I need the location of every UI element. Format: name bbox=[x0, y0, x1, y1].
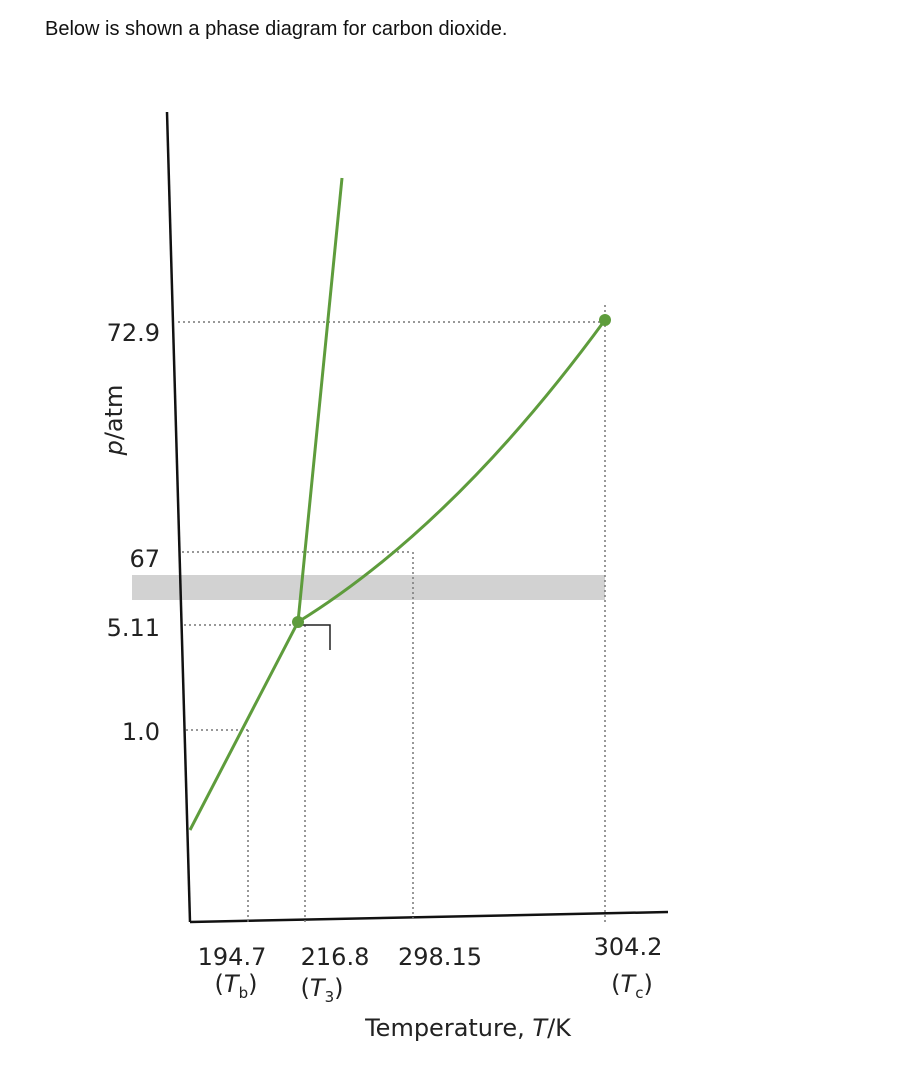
symbol: T bbox=[621, 970, 638, 998]
paren: ) bbox=[248, 970, 257, 998]
symbol: T bbox=[310, 974, 327, 1002]
x-sublabel: (Tb) bbox=[215, 970, 258, 1002]
x-axis-title: Temperature, T/K bbox=[364, 1014, 572, 1042]
y-axis-title: p/atm bbox=[100, 385, 128, 457]
paren: ) bbox=[334, 974, 343, 1002]
triple-point bbox=[292, 616, 304, 628]
sublimation-curve bbox=[188, 621, 300, 831]
y-unit: /atm bbox=[100, 385, 128, 441]
y-label: 5.11 bbox=[107, 614, 160, 642]
y-axis bbox=[165, 111, 192, 923]
paren: ( bbox=[215, 970, 224, 998]
y-label: 67 bbox=[129, 545, 160, 573]
intro-text: Below is shown a phase diagram for carbo… bbox=[45, 18, 508, 40]
bracket bbox=[300, 624, 331, 650]
y-symbol: p bbox=[100, 440, 128, 456]
symbol: T bbox=[224, 970, 241, 998]
y-label: 72.9 bbox=[107, 319, 160, 347]
band bbox=[132, 575, 605, 600]
x-label: 194.7 bbox=[198, 943, 267, 971]
paren: ( bbox=[301, 974, 310, 1002]
guides bbox=[178, 305, 606, 922]
x-axis bbox=[189, 910, 669, 924]
x-sublabel: (Tc) bbox=[611, 970, 653, 1002]
subscript: 3 bbox=[325, 988, 335, 1006]
vaporization-curve bbox=[297, 319, 607, 624]
critical-point bbox=[599, 314, 611, 326]
x-symbol: T bbox=[532, 1014, 549, 1042]
x-label: 216.8 bbox=[301, 943, 370, 971]
x-unit: /K bbox=[547, 1014, 572, 1042]
x-label: 304.2 bbox=[594, 933, 663, 961]
fusion-curve bbox=[296, 177, 344, 623]
x-title: Temperature, bbox=[364, 1014, 532, 1042]
subscript: c bbox=[635, 984, 643, 1002]
x-label: 298.15 bbox=[398, 943, 482, 971]
subscript: b bbox=[239, 984, 249, 1002]
x-sublabel: (T3) bbox=[301, 974, 344, 1006]
paren: ) bbox=[643, 970, 652, 998]
y-label: 1.0 bbox=[122, 718, 160, 746]
paren: ( bbox=[611, 970, 620, 998]
